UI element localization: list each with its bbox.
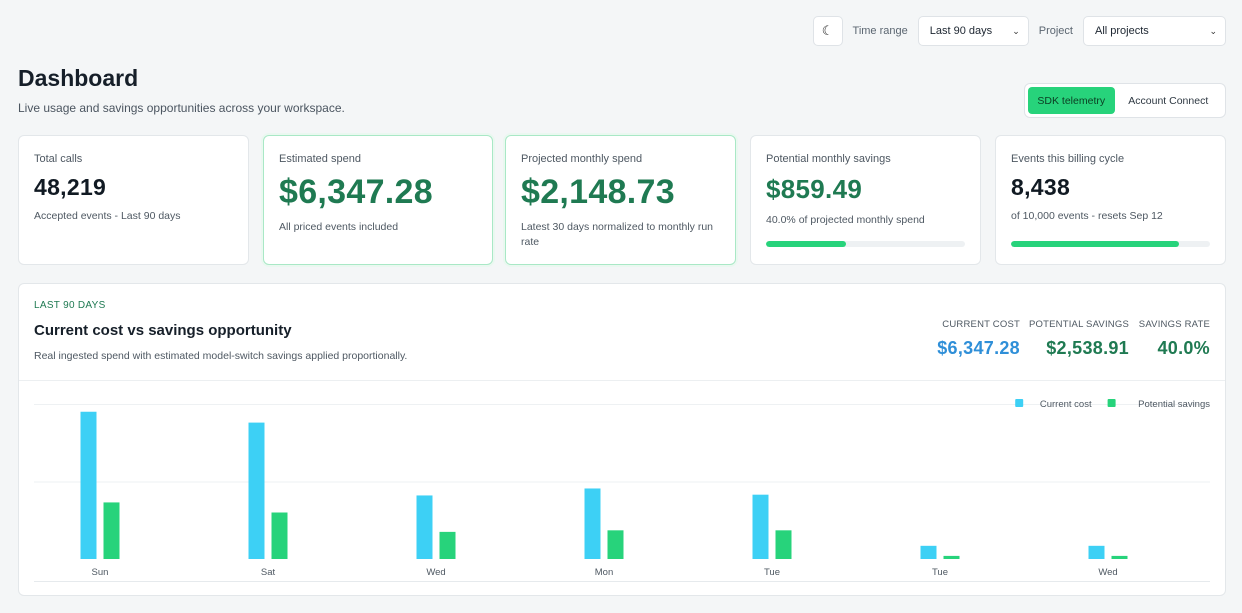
bar-potential-savings	[607, 530, 624, 559]
x-tick-label: Wed	[426, 567, 445, 578]
panel-description: Real ingested spend with estimated model…	[34, 350, 408, 362]
progress-fill	[1011, 241, 1179, 247]
card-value: 48,219	[34, 174, 107, 200]
page-title: Dashboard	[18, 65, 139, 91]
bar-current-cost	[416, 495, 433, 559]
legend-swatch	[1015, 399, 1024, 407]
card-value: $2,148.73	[521, 173, 675, 211]
card-value: $859.49	[766, 174, 863, 204]
progress-fill	[766, 241, 846, 247]
cost-savings-chart: Sun Sat Wed Mon Tue Tue Wed Potential savings Cu…	[34, 399, 1210, 582]
chevron-down-icon: ⌄	[1012, 25, 1020, 36]
card-label: Total calls	[34, 153, 83, 165]
chevron-down-icon: ⌄	[1209, 25, 1217, 36]
card-note: All priced events included	[279, 221, 399, 233]
data-source-toggle: SDK telemetry Account Connect	[1024, 83, 1226, 118]
time-range-label: Time range	[852, 25, 908, 37]
legend-label: Current cost	[1040, 399, 1092, 410]
project-select[interactable]: All projects ⌄	[1083, 16, 1226, 46]
page-subtitle: Live usage and savings opportunities acr…	[18, 101, 345, 115]
stat-label: CURRENT COST	[942, 319, 1020, 330]
project-value: All projects	[1095, 25, 1149, 37]
current-cost-stat: CURRENT COST $6,347.28	[937, 319, 1020, 359]
cost-savings-panel: LAST 90 DAYS Current cost vs savings opp…	[18, 283, 1226, 596]
x-tick-label: Wed	[1098, 567, 1117, 578]
card-label: Estimated spend	[279, 153, 361, 165]
bar-current-cost	[1088, 545, 1105, 559]
x-tick-label: Tue	[764, 567, 780, 578]
card-note: Accepted events - Last 90 days	[34, 210, 181, 222]
moon-icon: ☾	[821, 23, 834, 38]
potential-savings-stat: POTENTIAL SAVINGS $2,538.91	[1029, 319, 1129, 359]
panel-title: Current cost vs savings opportunity	[34, 322, 292, 339]
bar-current-cost	[752, 494, 769, 559]
bar-potential-savings	[439, 531, 456, 559]
x-tick-label: Mon	[595, 567, 613, 578]
card-value: 8,438	[1011, 174, 1071, 200]
time-range-select[interactable]: Last 90 days ⌄	[917, 16, 1029, 46]
time-range-value: Last 90 days	[929, 25, 993, 37]
bar-potential-savings	[271, 512, 288, 559]
bar-current-cost	[584, 488, 601, 559]
sdk-telemetry-tab[interactable]: SDK telemetry	[1028, 87, 1115, 114]
theme-toggle-button[interactable]: ☾	[812, 16, 843, 46]
panel-eyebrow: LAST 90 DAYS	[34, 300, 106, 311]
card-value: $6,347.28	[279, 173, 433, 211]
card-note: Latest 30 days normalized to monthly run…	[521, 221, 714, 248]
card-label: Projected monthly spend	[521, 153, 643, 165]
top-toolbar: ☾ Time range Last 90 days ⌄ Project All …	[812, 16, 1226, 46]
panel-header: LAST 90 DAYS Current cost vs savings opp…	[19, 284, 1225, 381]
billing-events-card: Events this billing cycle 8,438 of 10,00…	[995, 135, 1226, 265]
stat-value: 40.0%	[1157, 338, 1210, 358]
bar-potential-savings	[775, 530, 792, 559]
card-label: Events this billing cycle	[1011, 153, 1125, 165]
estimated-spend-card: Estimated spend $6,347.28 All priced eve…	[263, 135, 493, 265]
card-note: 40.0% of projected monthly spend	[766, 214, 925, 226]
bar-current-cost	[248, 422, 265, 559]
legend-swatch	[1107, 399, 1116, 407]
x-tick-label: Tue	[932, 567, 948, 578]
bar-current-cost	[920, 545, 937, 559]
total-calls-card: Total calls 48,219 Accepted events - Las…	[18, 135, 249, 265]
card-note: of 10,000 events - resets Sep 12	[1011, 210, 1163, 222]
bar-potential-savings	[943, 555, 960, 559]
x-tick-label: Sat	[261, 567, 276, 578]
stat-value: $6,347.28	[937, 338, 1020, 358]
bar-potential-savings	[1111, 555, 1128, 559]
legend-label: Potential savings	[1138, 399, 1210, 410]
card-label: Potential monthly savings	[766, 153, 891, 165]
x-tick-label: Sun	[92, 567, 109, 578]
events-progress-bar	[1011, 241, 1210, 247]
bar-potential-savings	[103, 502, 120, 559]
savings-progress-bar	[766, 241, 965, 247]
savings-rate-stat: SAVINGS RATE 40.0%	[1139, 319, 1210, 359]
project-label: Project	[1038, 25, 1073, 37]
bar-current-cost	[80, 411, 97, 559]
stat-label: POTENTIAL SAVINGS	[1028, 319, 1129, 330]
stat-label: SAVINGS RATE	[1138, 319, 1210, 330]
stat-value: $2,538.91	[1046, 338, 1129, 358]
potential-savings-card: Potential monthly savings $859.49 40.0% …	[750, 135, 981, 265]
projected-monthly-spend-card: Projected monthly spend $2,148.73 Latest…	[505, 135, 736, 265]
account-connect-tab[interactable]: Account Connect	[1128, 94, 1209, 107]
